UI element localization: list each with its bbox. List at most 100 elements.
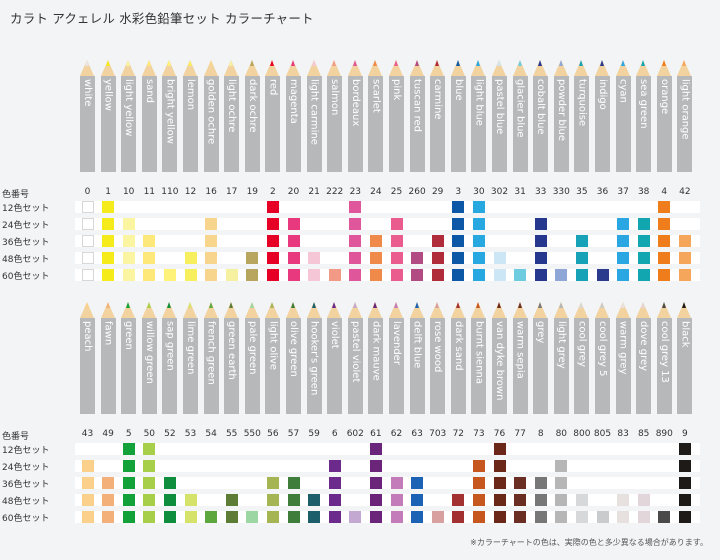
pencil-body — [656, 318, 672, 414]
color-swatch — [122, 477, 135, 489]
pencil-body — [656, 76, 672, 172]
color-code: 53 — [184, 429, 197, 439]
color-code: 16 — [205, 187, 217, 197]
color-code: 30 — [473, 187, 485, 197]
pencil-lead — [249, 60, 254, 66]
code-header: 色番号 — [2, 190, 30, 200]
color-swatch — [205, 235, 218, 247]
color-swatch — [678, 460, 691, 472]
color-swatch — [81, 269, 94, 281]
color-code: 76 — [493, 429, 506, 439]
color-swatch — [472, 218, 485, 230]
pencil-body — [286, 76, 301, 172]
pencil-name: carmine — [432, 79, 444, 120]
pencil-lead — [497, 302, 501, 308]
pencil-name: magenta — [288, 79, 299, 124]
color-swatch — [328, 460, 341, 472]
pencil-lead — [435, 60, 440, 66]
color-swatch — [266, 511, 279, 523]
pencil-name: olive green — [288, 321, 299, 377]
color-code: 890 — [655, 429, 673, 439]
color-swatch — [122, 252, 135, 264]
color-swatch — [102, 269, 115, 281]
pencil-tip — [533, 302, 548, 318]
color-swatch — [472, 460, 485, 472]
pencil-lead — [188, 302, 192, 308]
pencil-name: burnt sienna — [473, 321, 485, 385]
pencil-name: violet — [329, 321, 341, 349]
pencil-name: french green — [205, 321, 217, 385]
set-row-band — [75, 460, 700, 472]
pencil-lead — [146, 60, 151, 66]
color-swatch — [122, 269, 135, 281]
color-swatch — [431, 269, 444, 281]
color-swatch — [369, 443, 382, 455]
pencil-name: rose wood — [432, 321, 444, 373]
pencil-lead — [641, 60, 646, 66]
color-swatch — [493, 252, 506, 264]
pencil-body — [677, 318, 693, 414]
pencil-lead — [311, 302, 316, 308]
pencil-name: indigo — [597, 79, 608, 110]
color-swatch — [637, 235, 650, 247]
color-swatch — [678, 252, 691, 264]
color-swatch — [266, 494, 279, 506]
color-swatch — [328, 494, 341, 506]
color-swatch — [102, 494, 115, 506]
pencil-tip — [512, 302, 527, 318]
color-swatch — [452, 235, 465, 247]
pencil-lead — [126, 60, 131, 66]
pencil-tip — [636, 302, 651, 318]
color-code: 24 — [370, 187, 382, 197]
pencil-lead — [558, 60, 563, 66]
pencil-lead — [517, 60, 522, 66]
color-code: 5 — [125, 429, 132, 439]
pencil-lead — [270, 60, 275, 66]
color-swatch — [287, 477, 300, 489]
color-swatch — [266, 269, 279, 281]
pencil-lead — [538, 302, 543, 308]
pencil-lead — [558, 302, 563, 308]
pencil-tip — [244, 60, 259, 76]
color-swatch — [287, 494, 300, 506]
pencil-tip — [100, 302, 115, 318]
pencil-name: grey — [535, 321, 547, 344]
set-label: 12色セット — [2, 204, 50, 214]
pencil-lead — [291, 302, 295, 308]
pencil-tip — [574, 302, 589, 318]
color-code: 11 — [143, 187, 156, 197]
pencil-lead — [661, 60, 666, 66]
set-label: 36色セット — [2, 238, 50, 248]
color-swatch — [555, 460, 568, 472]
pencil-tip — [656, 60, 671, 76]
color-swatch — [81, 460, 94, 472]
pencil-tip — [574, 60, 589, 76]
pencil-name: dark sand — [452, 321, 464, 371]
pencil-tip — [306, 302, 321, 318]
color-swatch — [81, 494, 94, 506]
pencil-tip — [183, 60, 197, 76]
color-swatch — [472, 477, 485, 489]
color-swatch — [493, 477, 506, 489]
color-swatch — [472, 494, 485, 506]
color-code: 38 — [637, 187, 650, 197]
pencil-lead — [641, 302, 646, 308]
pencil-body — [450, 318, 466, 414]
pencil-lead — [208, 302, 213, 308]
color-swatch — [102, 235, 115, 247]
pencil-name: sap green — [164, 321, 176, 371]
color-swatch — [411, 477, 424, 489]
pencil-tip — [636, 60, 651, 76]
color-swatch — [575, 269, 588, 281]
pencil-lead — [105, 60, 110, 66]
pencil-tip — [430, 302, 445, 318]
color-code: 77 — [514, 429, 526, 439]
color-code: 302 — [490, 187, 509, 197]
pencil-name: dove grey — [638, 321, 650, 372]
color-code: 63 — [411, 429, 423, 439]
pencil-body — [574, 318, 590, 414]
pencil-name: pink — [391, 79, 402, 101]
footnote: ※カラーチャートの色は、実際の色と多少異なる場合があります。 — [470, 538, 708, 547]
pencil-body — [430, 318, 446, 414]
pencil-tip — [121, 60, 136, 76]
